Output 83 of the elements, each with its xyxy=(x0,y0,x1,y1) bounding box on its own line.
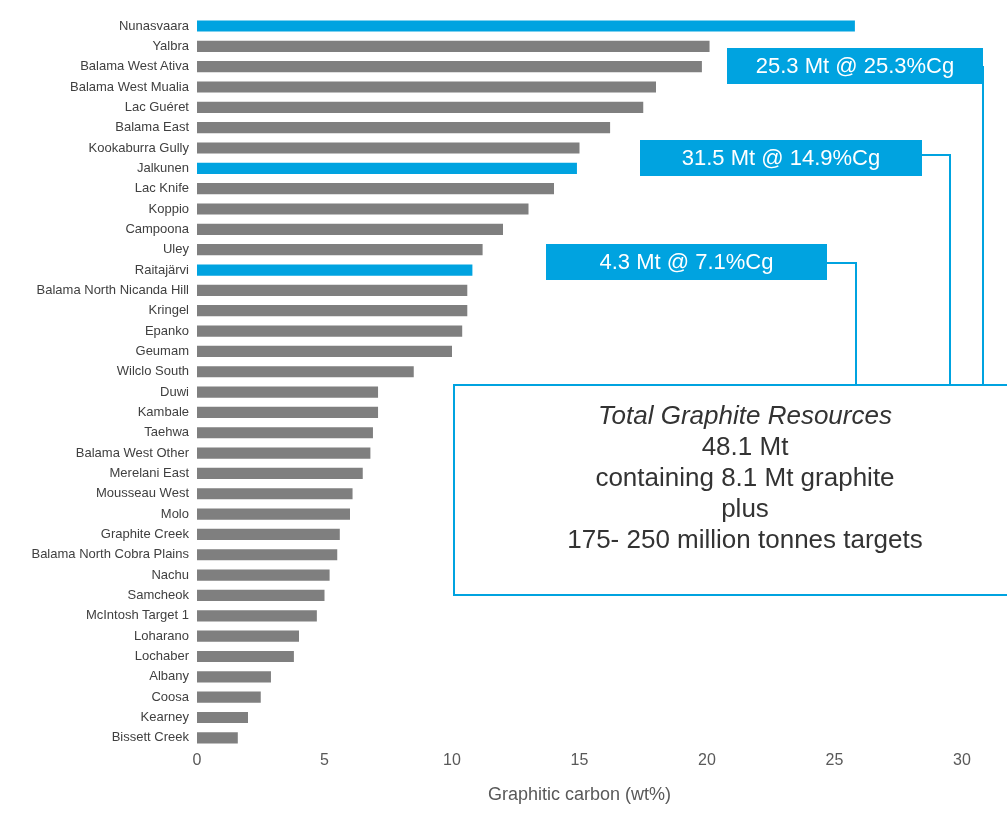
y-tick-label: Loharano xyxy=(134,627,189,643)
bar xyxy=(197,101,644,113)
bar xyxy=(197,325,463,337)
y-tick-label: Geumam xyxy=(135,342,189,358)
bar xyxy=(197,122,611,134)
y-tick-label: Albany xyxy=(149,668,190,684)
y-tick-label: Lochaber xyxy=(134,648,190,664)
bar xyxy=(197,406,379,418)
y-tick-label: Molo xyxy=(160,505,189,521)
y-tick-label: Kookaburra Gully xyxy=(88,139,190,155)
bar xyxy=(197,508,350,520)
y-tick-label: Lac Knife xyxy=(134,180,189,196)
bar xyxy=(197,40,710,52)
callout-box: 4.3 Mt @ 7.1%Cg xyxy=(546,244,827,280)
bar xyxy=(197,244,483,256)
y-tick-label: Jalkunen xyxy=(136,159,189,175)
bar xyxy=(197,386,379,398)
y-tick-label: Wilclo South xyxy=(116,363,189,379)
bar xyxy=(197,162,577,174)
bar xyxy=(197,711,248,724)
bar xyxy=(197,264,473,276)
y-tick-label: Bissett Creek xyxy=(111,729,190,745)
x-axis-title: Graphitic carbon (wt%) xyxy=(487,784,672,805)
y-tick-label: Balama West Ativa xyxy=(80,58,190,74)
x-tick-label: 20 xyxy=(698,751,716,769)
y-tick-label: Kringel xyxy=(148,302,190,318)
x-tick-label: 5 xyxy=(320,751,330,769)
x-tick-label: 0 xyxy=(192,751,202,769)
bar xyxy=(197,203,529,215)
y-tick-label: Balama West Other xyxy=(75,444,190,460)
y-tick-label: Duwi xyxy=(160,383,190,399)
y-tick-label: Kambale xyxy=(137,403,189,419)
y-tick-label: Balama East xyxy=(115,119,190,135)
y-tick-label: Raitajärvi xyxy=(134,261,190,277)
x-tick-label: 25 xyxy=(825,751,844,769)
x-tick-label: 10 xyxy=(443,751,461,769)
bar xyxy=(197,488,353,500)
bar xyxy=(197,427,373,439)
bar xyxy=(197,345,452,357)
y-tick-label: Nachu xyxy=(151,566,189,582)
bar xyxy=(197,589,325,602)
bar xyxy=(197,61,702,73)
y-tick-label: Nunasvaara xyxy=(118,17,190,33)
y-tick-label: Balama North Nicanda Hill xyxy=(36,281,190,297)
y-tick-label: Lac Guéret xyxy=(124,98,190,114)
bar xyxy=(197,610,317,622)
bar xyxy=(197,142,580,154)
bar xyxy=(197,305,468,317)
bar xyxy=(197,223,503,235)
bar xyxy=(197,366,414,378)
bar xyxy=(197,569,330,581)
y-tick-label: Epanko xyxy=(144,322,189,338)
y-tick-label: McIntosh Target 1 xyxy=(85,607,189,623)
bar xyxy=(197,630,299,642)
bar xyxy=(197,20,855,32)
y-tick-label: Merelani East xyxy=(109,465,190,480)
bar xyxy=(197,671,271,683)
y-tick-label: Koppio xyxy=(148,200,189,216)
x-tick-label: 15 xyxy=(570,751,589,769)
y-tick-label: Balama North Cobra Plains xyxy=(31,546,190,562)
callout-box: Total Graphite Resources 48.1 Mt containing 8.1 Mt graphite plus 175- 250 million tonnes targets xyxy=(453,384,1007,596)
y-tick-label: Balama West Mualia xyxy=(70,78,190,94)
y-tick-label: Samcheok xyxy=(127,587,190,603)
bar xyxy=(197,691,261,703)
bar xyxy=(197,467,363,480)
bar xyxy=(197,81,656,93)
annotation: Total Graphite Resources 48.1 Mt containing 8.1 Mt graphite plus 175- 250 million tonnes targets xyxy=(566,400,924,555)
bar xyxy=(197,183,554,195)
bar xyxy=(197,284,468,296)
bar xyxy=(197,732,238,744)
bar xyxy=(197,528,340,541)
y-tick-label: Taehwa xyxy=(144,424,190,440)
y-tick-label: Kearney xyxy=(140,709,190,725)
bar xyxy=(197,447,371,459)
y-tick-label: Graphite Creek xyxy=(100,526,190,542)
x-tick-label: 30 xyxy=(953,751,971,769)
y-tick-label: Mousseau West xyxy=(96,485,190,501)
y-tick-label: Coosa xyxy=(151,688,190,704)
y-tick-label: Yalbra xyxy=(152,37,190,53)
y-tick-label: Uley xyxy=(162,241,190,257)
bar xyxy=(197,549,338,561)
bar xyxy=(197,650,294,663)
y-tick-label: Campoona xyxy=(125,220,190,236)
